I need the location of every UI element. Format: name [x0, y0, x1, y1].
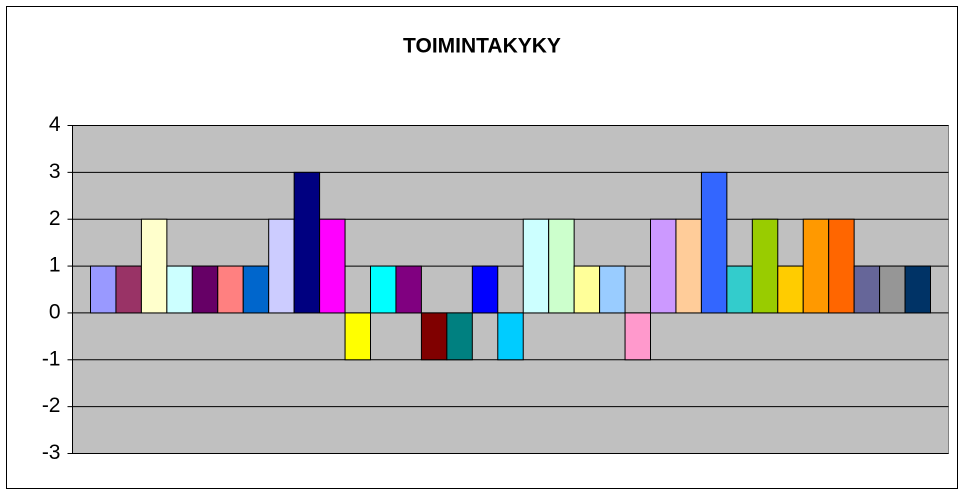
bar: [548, 218, 575, 314]
bar: [90, 265, 117, 314]
y-tick-label: 2: [49, 207, 61, 230]
bar: [217, 265, 244, 314]
bar: [700, 171, 728, 314]
y-tick-label: 1: [49, 254, 61, 277]
y-tick-label: 0: [49, 300, 61, 323]
bar: [497, 312, 524, 361]
y-tick-label: -3: [42, 441, 61, 464]
chart-title: TOIMINTAKYKY: [403, 35, 561, 58]
bar: [420, 312, 448, 361]
bar: [624, 312, 652, 361]
bar: [522, 218, 550, 314]
y-tick-label: 3: [49, 160, 61, 183]
bar: [115, 265, 142, 314]
bar: [802, 218, 830, 314]
bar: [599, 265, 626, 314]
bar: [828, 218, 855, 314]
bar: [293, 171, 321, 314]
bar: [853, 265, 881, 314]
bar: [751, 218, 779, 314]
bar: [904, 265, 932, 314]
bar: [573, 265, 601, 314]
bar: [242, 265, 270, 314]
y-tick-label: 4: [49, 113, 61, 136]
bar: [191, 265, 219, 314]
bar: [140, 218, 168, 314]
bar: [344, 312, 371, 361]
bar: [166, 265, 193, 314]
bar: [471, 265, 499, 314]
bar: [319, 218, 346, 314]
bar: [650, 218, 677, 314]
bar: [879, 265, 906, 314]
y-tick-label: -1: [42, 347, 61, 370]
y-tick-label: -2: [42, 394, 61, 417]
bar: [395, 265, 422, 314]
bar: [446, 312, 473, 361]
bar: [268, 218, 295, 314]
bar: [675, 218, 702, 314]
bar: [726, 265, 753, 314]
bar: [777, 265, 804, 314]
bar: [370, 265, 397, 314]
